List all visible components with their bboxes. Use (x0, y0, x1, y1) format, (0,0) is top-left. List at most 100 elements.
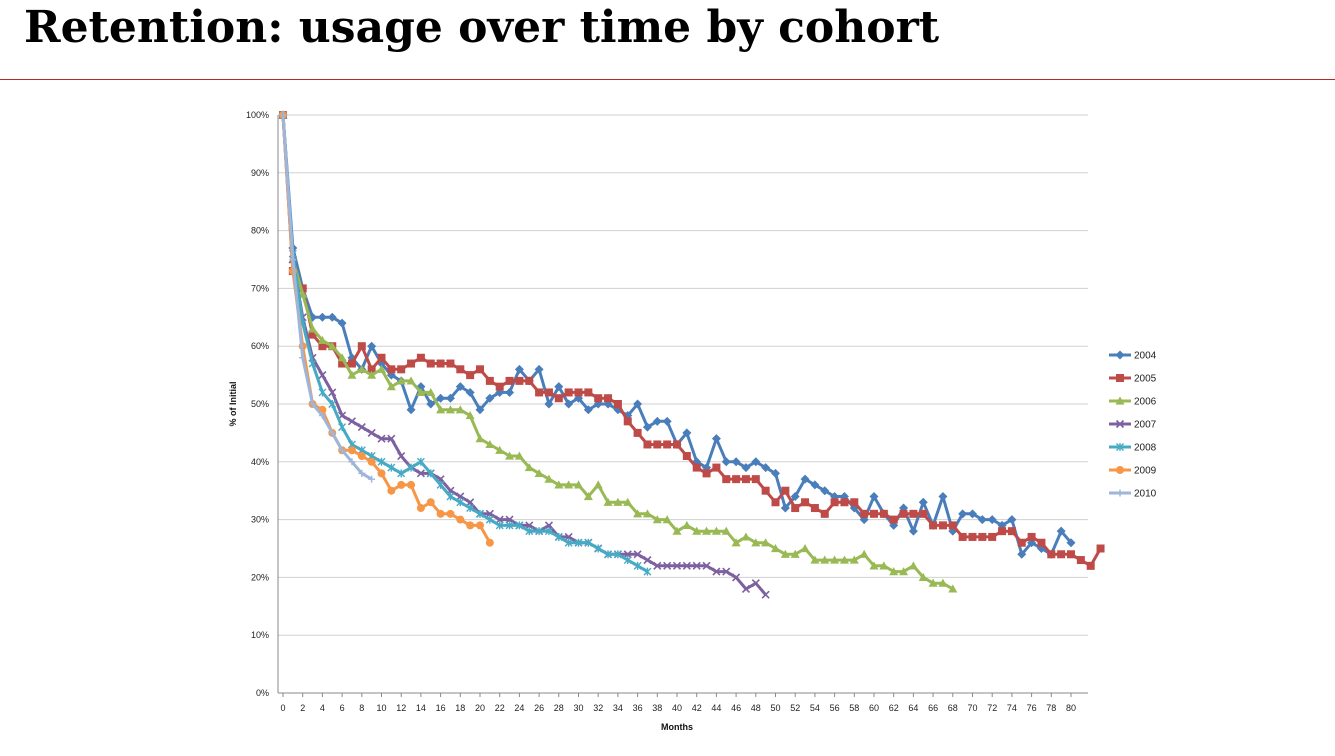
series-2010 (279, 111, 376, 483)
data-point (367, 341, 377, 351)
data-point (456, 515, 465, 524)
data-point (476, 521, 484, 530)
x-tick-label: 30 (573, 703, 583, 713)
data-point (918, 497, 928, 507)
data-point (652, 416, 662, 426)
data-point (367, 370, 377, 379)
data-point (544, 474, 554, 483)
series-line (281, 114, 492, 544)
x-tick-label: 52 (790, 703, 800, 713)
x-tick-label: 26 (534, 703, 544, 713)
series-line (281, 114, 1102, 568)
data-point (397, 480, 406, 489)
data-point (653, 561, 662, 570)
data-point (791, 504, 800, 513)
legend-label: 2006 (1134, 397, 1157, 408)
data-point (485, 509, 494, 518)
y-tick-label: 40% (251, 457, 269, 467)
x-tick-label: 68 (948, 703, 958, 713)
data-point (465, 387, 475, 397)
x-tick-label: 78 (1046, 703, 1056, 713)
data-point (702, 469, 711, 478)
data-point (318, 371, 327, 380)
data-point (909, 509, 918, 518)
data-point (780, 503, 790, 513)
data-point (426, 387, 436, 397)
data-point (485, 439, 495, 449)
axes: 0%10%20%30%40%50%60%70%80%90%100%0 2 4 6 8 10… (246, 110, 1088, 713)
x-tick-label: 60 (869, 703, 879, 713)
legend-label: 2009 (1134, 466, 1157, 477)
grid-lines (278, 114, 1088, 694)
data-point (998, 527, 1007, 536)
data-point (377, 469, 386, 478)
data-point (436, 509, 445, 518)
x-tick-label: 36 (633, 703, 643, 713)
data-point (928, 578, 938, 587)
data-point (456, 492, 465, 501)
data-point (869, 561, 879, 570)
data-point (308, 330, 317, 339)
data-point (289, 256, 297, 263)
data-point (790, 491, 800, 501)
data-point (357, 423, 366, 432)
data-point (534, 364, 544, 374)
data-point (938, 521, 947, 530)
data-point (800, 544, 810, 553)
data-point (850, 498, 859, 507)
data-point (594, 394, 603, 403)
data-point (584, 538, 593, 547)
data-point (761, 590, 770, 599)
y-axis-label: % of Initial (228, 382, 238, 427)
data-point (475, 405, 485, 415)
data-point (908, 561, 918, 570)
data-point (514, 364, 524, 374)
data-point (751, 475, 760, 484)
x-tick-label: 10 (376, 703, 386, 713)
y-tick-label: 20% (251, 572, 269, 582)
data-point (426, 359, 435, 368)
data-point (859, 549, 869, 558)
data-point (337, 318, 347, 328)
data-point (455, 405, 465, 414)
data-point (1047, 550, 1056, 559)
legend-item-2009: 2009 (1109, 466, 1157, 477)
x-tick-label: 0 (280, 703, 285, 713)
data-point (317, 335, 327, 345)
data-point (1086, 561, 1095, 570)
data-point (594, 544, 603, 553)
data-point (751, 579, 760, 588)
data-point (958, 509, 968, 519)
x-tick-label: 38 (652, 703, 662, 713)
data-point (416, 387, 426, 397)
data-point (741, 475, 750, 484)
data-point (633, 561, 642, 570)
data-point (633, 399, 643, 409)
data-point (672, 526, 682, 535)
data-point (663, 561, 672, 570)
data-point (505, 515, 514, 524)
data-point (368, 475, 376, 483)
x-tick-label: 46 (731, 703, 741, 713)
data-point (1116, 489, 1124, 497)
data-point (642, 509, 652, 518)
data-point (889, 515, 898, 524)
data-point (328, 429, 336, 437)
data-point (751, 457, 761, 467)
data-point (731, 538, 741, 547)
data-point (337, 353, 347, 362)
data-point (445, 393, 455, 403)
data-point (515, 376, 524, 385)
data-point (485, 393, 495, 403)
data-point (465, 411, 475, 420)
data-point (544, 399, 554, 409)
series-line (281, 114, 649, 573)
y-tick-label: 50% (251, 399, 269, 409)
data-point (466, 504, 475, 513)
data-point (692, 463, 701, 472)
legend-label: 2004 (1134, 351, 1157, 362)
data-point (721, 526, 731, 535)
data-point (870, 509, 878, 518)
data-point (308, 324, 318, 333)
data-point (820, 509, 829, 518)
